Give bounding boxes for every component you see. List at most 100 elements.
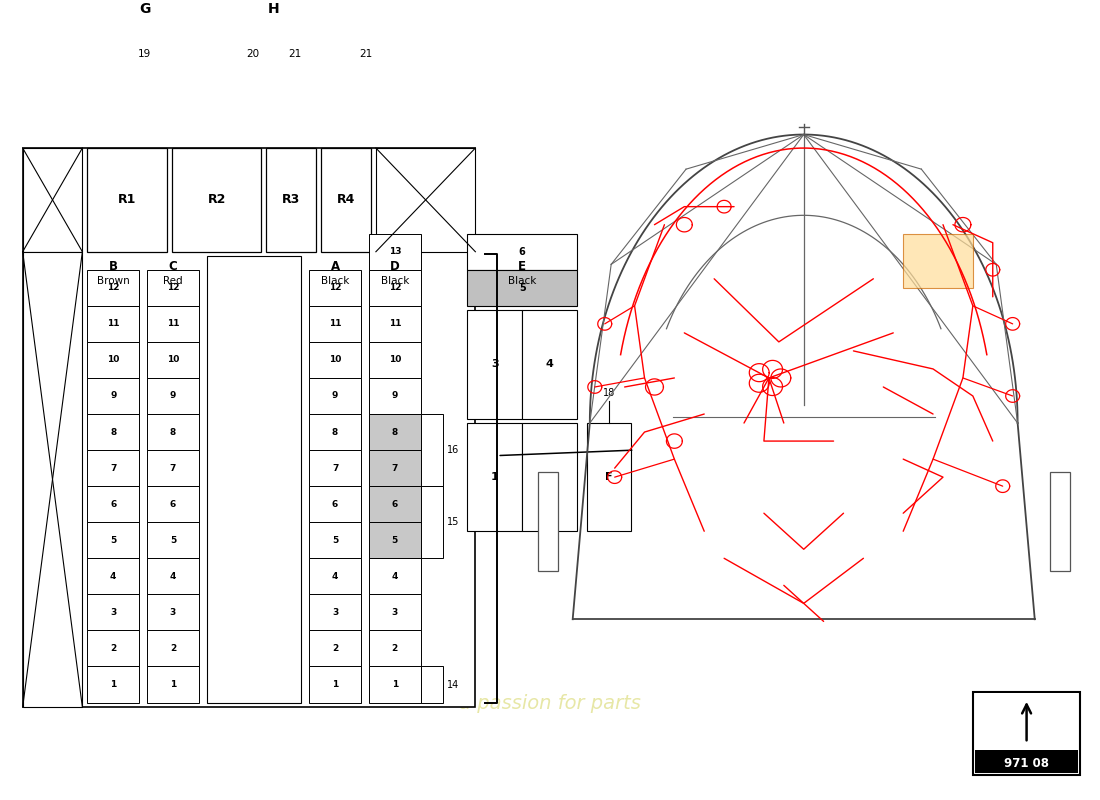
Bar xyxy=(368,486,420,522)
Bar xyxy=(586,423,630,531)
Bar xyxy=(1049,471,1069,570)
Bar xyxy=(309,486,361,522)
Text: 7: 7 xyxy=(110,464,117,473)
Bar xyxy=(87,342,139,378)
Text: C: C xyxy=(168,260,177,273)
Bar xyxy=(147,666,199,702)
Text: Brown: Brown xyxy=(97,275,130,286)
Bar xyxy=(309,414,361,450)
Bar xyxy=(87,148,167,252)
Text: 8: 8 xyxy=(169,427,176,437)
Text: 21: 21 xyxy=(288,49,301,59)
Bar xyxy=(468,310,522,418)
Bar xyxy=(368,306,420,342)
Bar xyxy=(147,522,199,558)
Text: R3: R3 xyxy=(283,194,300,206)
Text: 3: 3 xyxy=(169,608,176,617)
Text: 3: 3 xyxy=(110,608,117,617)
Text: H: H xyxy=(268,2,279,16)
Text: A: A xyxy=(330,260,340,273)
Text: 5: 5 xyxy=(332,536,338,545)
Text: 21: 21 xyxy=(360,49,373,59)
Bar xyxy=(420,666,442,702)
Bar xyxy=(309,450,361,486)
Bar xyxy=(368,522,420,558)
Bar xyxy=(972,692,1080,774)
Text: 17: 17 xyxy=(33,0,46,2)
Bar xyxy=(309,342,361,378)
Text: F: F xyxy=(605,472,613,482)
Bar xyxy=(23,252,82,707)
Bar xyxy=(309,378,361,414)
Text: 6: 6 xyxy=(392,500,398,509)
Text: 10: 10 xyxy=(167,355,179,365)
Bar xyxy=(87,558,139,594)
Text: 971 08: 971 08 xyxy=(1004,757,1049,770)
Text: 19: 19 xyxy=(138,49,151,59)
Bar xyxy=(87,486,139,522)
Bar xyxy=(87,306,139,342)
Bar xyxy=(522,310,576,418)
Bar xyxy=(368,342,420,378)
Bar xyxy=(468,234,576,270)
Text: 5: 5 xyxy=(519,283,526,293)
Text: B: B xyxy=(109,260,118,273)
Text: 10: 10 xyxy=(388,355,401,365)
Bar xyxy=(368,234,420,270)
Text: 16: 16 xyxy=(447,445,459,455)
Text: Black: Black xyxy=(508,275,537,286)
Bar xyxy=(321,148,371,252)
Bar xyxy=(368,450,420,486)
Bar xyxy=(468,270,576,306)
Bar xyxy=(309,306,361,342)
Bar xyxy=(975,693,1078,748)
Bar xyxy=(309,630,361,666)
Text: 1: 1 xyxy=(491,472,498,482)
Text: 12: 12 xyxy=(107,283,120,292)
Text: 8: 8 xyxy=(332,427,338,437)
Text: 9: 9 xyxy=(110,391,117,401)
Text: 15: 15 xyxy=(447,518,459,527)
Bar xyxy=(147,270,199,306)
Bar xyxy=(227,0,321,26)
Text: euro: euro xyxy=(173,597,359,666)
Bar xyxy=(538,471,558,570)
Bar xyxy=(147,594,199,630)
Text: 2: 2 xyxy=(332,644,338,653)
Bar xyxy=(147,630,199,666)
Text: 5: 5 xyxy=(110,536,117,545)
Bar xyxy=(147,414,199,450)
Text: 1: 1 xyxy=(169,680,176,689)
Text: a passion for parts: a passion for parts xyxy=(459,694,641,713)
Text: 2: 2 xyxy=(392,644,398,653)
Bar xyxy=(420,414,442,486)
Bar xyxy=(266,148,316,252)
Bar xyxy=(368,666,420,702)
Bar xyxy=(172,148,262,252)
Text: 4: 4 xyxy=(392,572,398,581)
Text: 5: 5 xyxy=(169,536,176,545)
Text: 2: 2 xyxy=(110,644,117,653)
Text: 7: 7 xyxy=(169,464,176,473)
Bar xyxy=(368,270,420,306)
Text: 7: 7 xyxy=(332,464,339,473)
Text: 12: 12 xyxy=(388,283,401,292)
Bar xyxy=(147,378,199,414)
Text: 11: 11 xyxy=(107,319,120,328)
Bar xyxy=(368,594,420,630)
Bar xyxy=(376,148,475,252)
Bar xyxy=(87,594,139,630)
Bar xyxy=(309,522,361,558)
Bar xyxy=(87,666,139,702)
Bar xyxy=(420,486,442,558)
Bar xyxy=(368,558,420,594)
Bar xyxy=(147,450,199,486)
Bar xyxy=(87,630,139,666)
Text: 6: 6 xyxy=(332,500,338,509)
Text: 12: 12 xyxy=(167,283,179,292)
Bar xyxy=(147,558,199,594)
Text: 3: 3 xyxy=(332,608,338,617)
Text: 2: 2 xyxy=(169,644,176,653)
Text: G: G xyxy=(139,2,151,16)
Text: 11: 11 xyxy=(388,319,401,328)
